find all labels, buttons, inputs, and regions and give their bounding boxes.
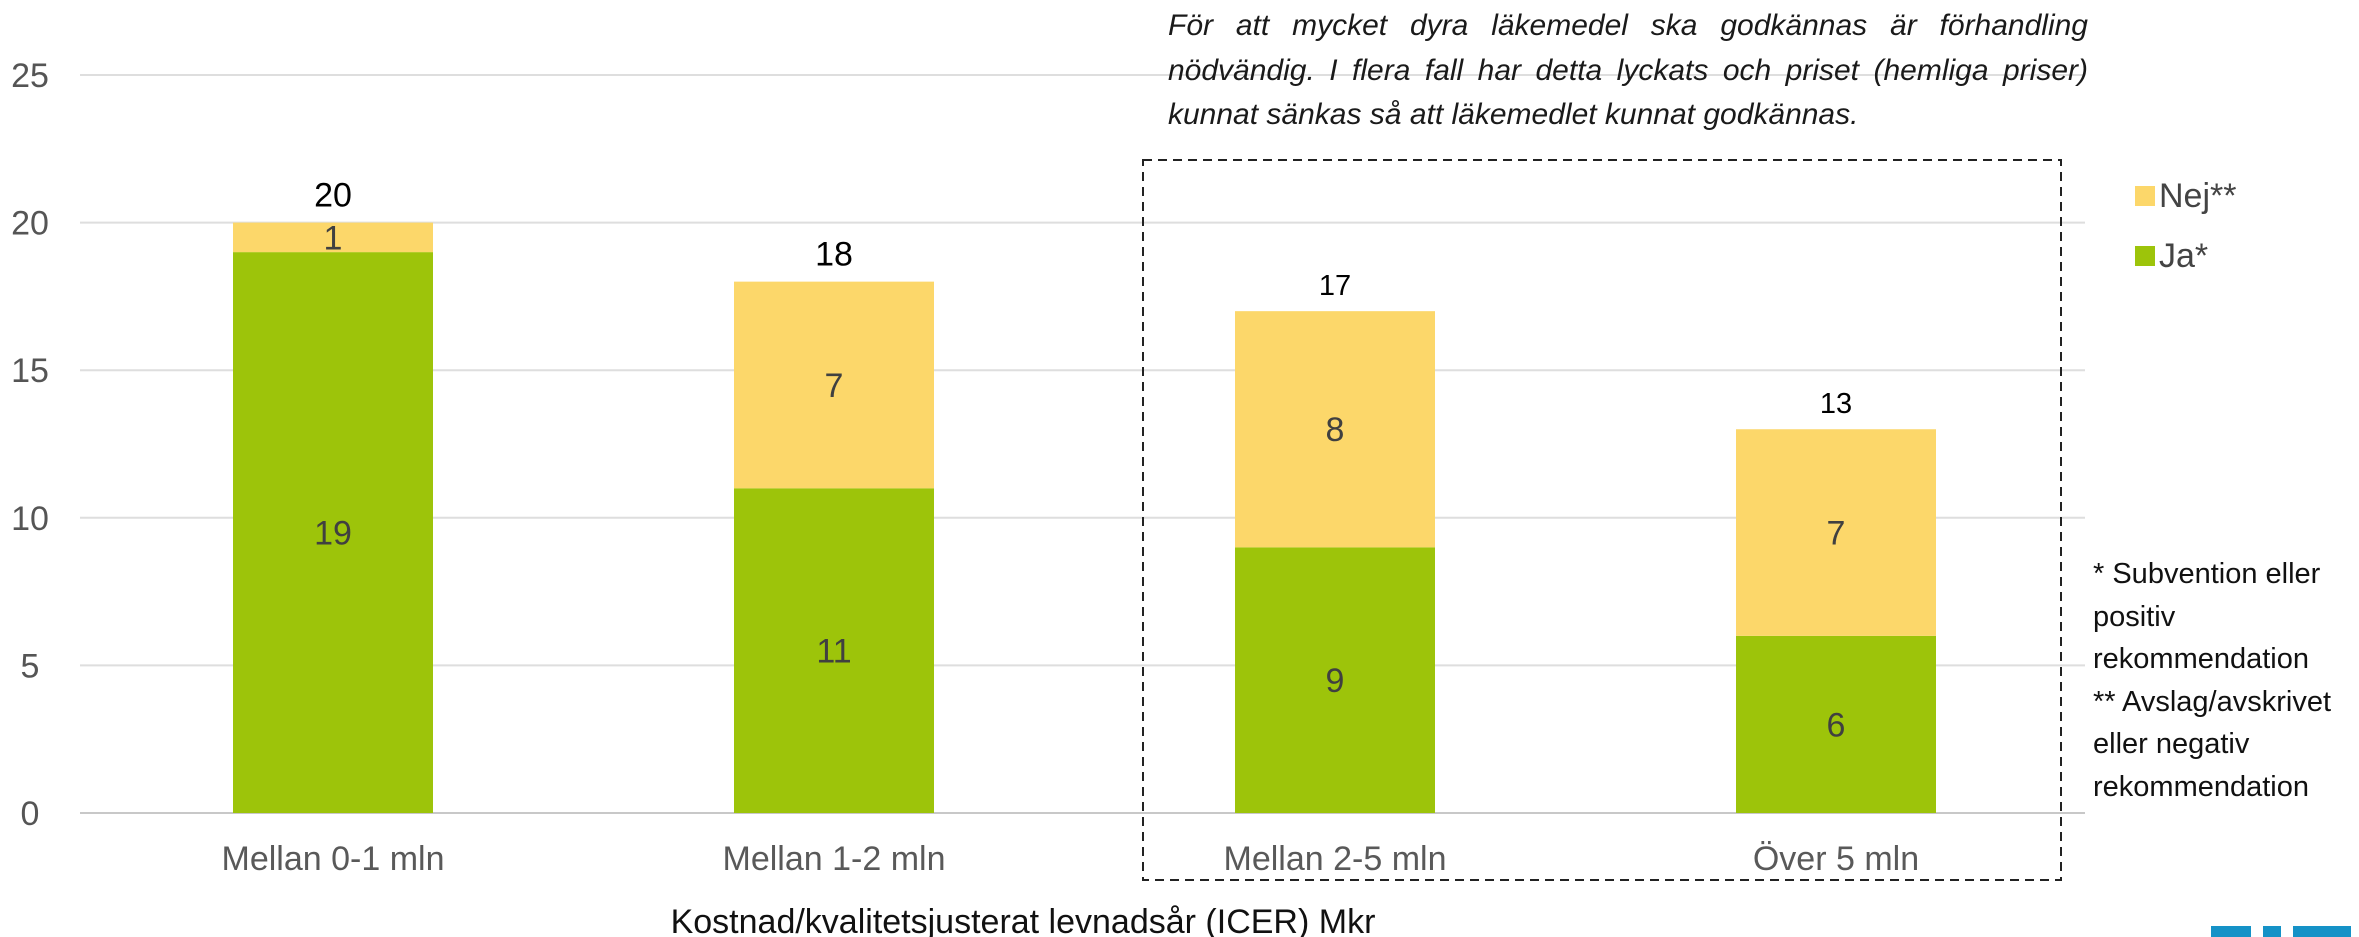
y-tick-label: 15: [11, 352, 49, 390]
bars: 19 1 20 11 7 18 9 8 17 6 7 13: [233, 177, 1936, 813]
footnote-nej: ** Avslag/avskrivet eller negativ rekomm…: [2093, 685, 2332, 803]
x-axis-title: Kostnad/kvalitetsjusterat levnadsår (ICE…: [671, 903, 1376, 937]
data-label: 19: [314, 515, 352, 553]
legend-label-ja: Ja*: [2159, 236, 2209, 275]
total-label: 20: [314, 177, 352, 215]
bar-segment-ja: [233, 252, 433, 813]
x-tick-label: Mellan 1-2 mln: [723, 840, 946, 878]
bar-segment-nej: [1736, 429, 1936, 636]
y-tick-label: 0: [21, 795, 40, 833]
x-axis: Mellan 0-1 mln Mellan 1-2 mln Mellan 2-5 m…: [222, 840, 1920, 878]
bar-segment-ja: [1235, 547, 1435, 813]
y-tick-label: 10: [11, 500, 49, 538]
y-axis: 0 5 10 15 20 25: [11, 57, 49, 833]
bar-segment-nej: [734, 281, 934, 489]
legend-label-nej: Nej**: [2159, 176, 2237, 215]
legend-swatch-nej: [2135, 186, 2155, 206]
total-label: 13: [1820, 388, 1852, 420]
x-tick-label: Över 5 mln: [1753, 840, 1919, 878]
y-tick-label: 20: [11, 205, 49, 243]
logo: [2211, 926, 2351, 937]
data-label: 6: [1827, 706, 1846, 744]
total-label: 17: [1319, 270, 1351, 302]
data-label: 7: [1827, 515, 1846, 553]
data-label: 9: [1326, 662, 1345, 700]
data-label: 7: [825, 367, 844, 405]
bar-segment-ja: [1736, 635, 1936, 813]
x-tick-label: Mellan 0-1 mln: [222, 840, 445, 878]
logo-part: [2263, 926, 2281, 937]
highlight-box: [1142, 159, 2062, 881]
data-label: 11: [816, 633, 851, 671]
legend-swatch-ja: [2135, 246, 2155, 266]
total-label: 18: [815, 236, 853, 274]
y-tick-label: 25: [11, 57, 49, 95]
logo-part: [2211, 926, 2251, 937]
data-label: 8: [1326, 411, 1345, 449]
bar-segment-ja: [734, 488, 934, 813]
footnotes: * Subvention eller positiv rekommendatio…: [2093, 553, 2358, 808]
x-tick-label: Mellan 2-5 mln: [1224, 840, 1447, 878]
y-tick-label: 5: [21, 647, 40, 685]
legend-item-nej: Nej**: [2135, 166, 2236, 226]
bar-segment-nej: [1235, 311, 1435, 548]
bar-segment-nej: [233, 222, 433, 253]
data-label: 1: [324, 219, 343, 257]
legend: Nej** Ja*: [2135, 166, 2236, 286]
annotation-text: För att mycket dyra läkemedel ska godkän…: [1168, 9, 2088, 131]
footnote-ja: * Subvention eller positiv rekommendatio…: [2093, 558, 2321, 675]
logo-part: [2293, 926, 2351, 937]
legend-item-ja: Ja*: [2135, 226, 2236, 286]
